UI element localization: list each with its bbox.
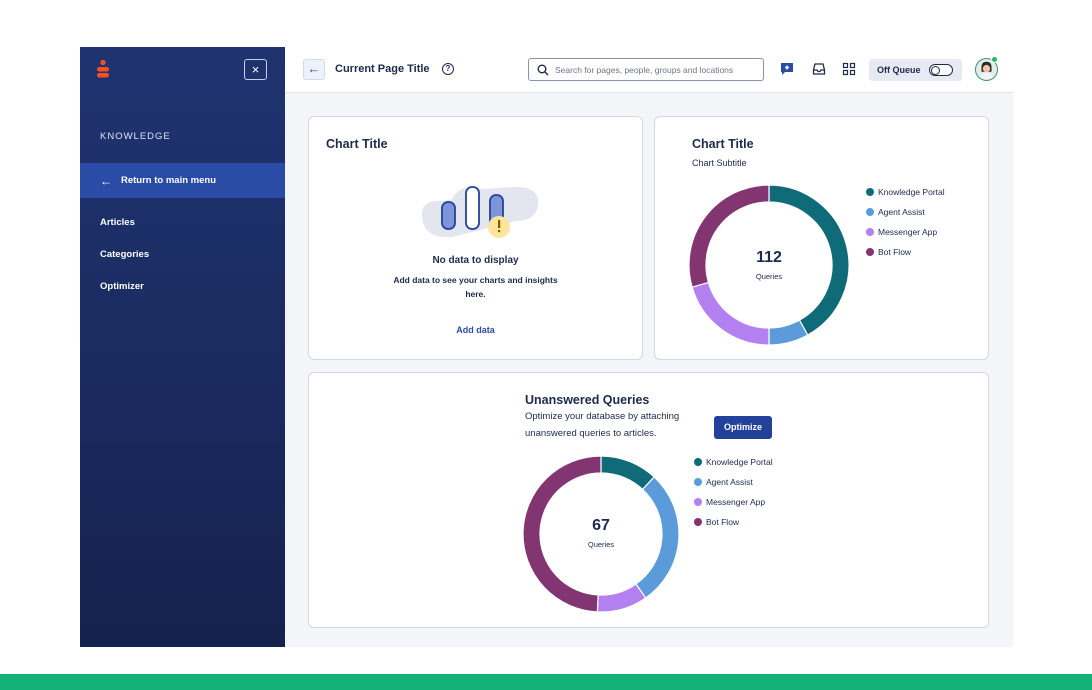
- app-frame: × KNOWLEDGE ← Return to main menu Articl…: [80, 47, 1013, 647]
- donut-total-value: 112: [756, 249, 782, 266]
- bottom-accent-bar: [0, 674, 1092, 690]
- donut-slice-messenger-app: [596, 583, 647, 612]
- back-button[interactable]: ←: [303, 59, 325, 80]
- unanswered-queries-card: Unanswered Queries Optimize your databas…: [308, 372, 989, 628]
- donut-chart-queries: [689, 185, 849, 345]
- donut-slice-messenger-app: [691, 281, 770, 345]
- sidebar: × KNOWLEDGE ← Return to main menu Articl…: [80, 47, 285, 647]
- card-title: Chart Title: [326, 137, 388, 151]
- sidebar-item-optimizer[interactable]: Optimizer: [100, 281, 144, 292]
- donut-total-label: Queries: [755, 272, 783, 281]
- return-to-main-menu[interactable]: ← Return to main menu: [80, 163, 285, 198]
- arrow-left-icon: ←: [100, 173, 112, 188]
- apps-grid-icon[interactable]: [841, 61, 857, 77]
- empty-state-text-line1: Add data to see your charts and insights: [393, 275, 558, 285]
- toggle-switch[interactable]: [929, 64, 953, 76]
- close-sidebar-button[interactable]: ×: [244, 59, 267, 80]
- search-input[interactable]: [555, 64, 755, 75]
- empty-state-text-line2: here.: [465, 289, 486, 299]
- donut-slice-knowledge-portal: [600, 456, 656, 491]
- search-icon: [537, 64, 549, 75]
- sidebar-item-articles[interactable]: Articles: [100, 217, 135, 228]
- card-subtitle: Chart Subtitle: [692, 158, 747, 168]
- legend-item-bot-flow: Bot Flow: [694, 517, 773, 527]
- card-description-line2: unanswered queries to articles.: [525, 428, 657, 439]
- queue-status-toggle[interactable]: Off Queue: [869, 59, 962, 81]
- card-description-line1: Optimize your database by attaching: [525, 411, 680, 422]
- empty-state-title: No data to display: [432, 255, 519, 266]
- add-data-link[interactable]: Add data: [456, 325, 495, 335]
- search-box[interactable]: [528, 58, 764, 81]
- donut-total-label: Queries: [587, 540, 615, 549]
- donut-slice-agent-assist: [635, 476, 679, 599]
- legend-item-agent-assist: Agent Assist: [866, 207, 945, 217]
- return-label: Return to main menu: [121, 175, 217, 186]
- legend-item-messenger-app: Messenger App: [694, 497, 773, 507]
- legend-item-bot-flow: Bot Flow: [866, 247, 945, 257]
- chart-legend: Knowledge Portal Agent Assist Messenger …: [694, 457, 773, 537]
- donut-chart-card: Chart Title Chart Subtitle 112 Queries K…: [654, 116, 989, 360]
- optimize-button[interactable]: Optimize: [714, 416, 772, 439]
- legend-item-knowledge-portal: Knowledge Portal: [866, 187, 945, 197]
- sidebar-section-title: KNOWLEDGE: [100, 131, 171, 142]
- donut-slice-agent-assist: [768, 319, 809, 345]
- empty-chart-card: Chart Title No data to display Add data …: [308, 116, 643, 360]
- donut-total-value: 67: [592, 517, 610, 534]
- sidebar-item-categories[interactable]: Categories: [100, 249, 150, 260]
- online-status-indicator: [991, 56, 998, 63]
- card-title: Chart Title: [692, 137, 754, 151]
- page-title: Current Page Title: [335, 63, 430, 75]
- help-icon[interactable]: ?: [442, 63, 454, 75]
- user-avatar[interactable]: [975, 58, 998, 81]
- legend-item-agent-assist: Agent Assist: [694, 477, 773, 487]
- card-title: Unanswered Queries: [525, 393, 650, 407]
- chart-legend: Knowledge Portal Agent Assist Messenger …: [866, 187, 945, 267]
- chat-icon[interactable]: [779, 61, 795, 77]
- inbox-icon[interactable]: [811, 61, 827, 77]
- donut-slice-bot-flow: [689, 185, 770, 288]
- legend-item-messenger-app: Messenger App: [866, 227, 945, 237]
- queue-label: Off Queue: [877, 65, 921, 75]
- legend-item-knowledge-portal: Knowledge Portal: [694, 457, 773, 467]
- brand-logo-icon: [97, 59, 109, 78]
- donut-slice-bot-flow: [523, 456, 602, 612]
- donut-chart-unanswered: [523, 456, 679, 612]
- empty-chart-illustration-icon: [421, 186, 539, 238]
- top-header: ← Current Page Title ? Off Queue: [285, 47, 1013, 93]
